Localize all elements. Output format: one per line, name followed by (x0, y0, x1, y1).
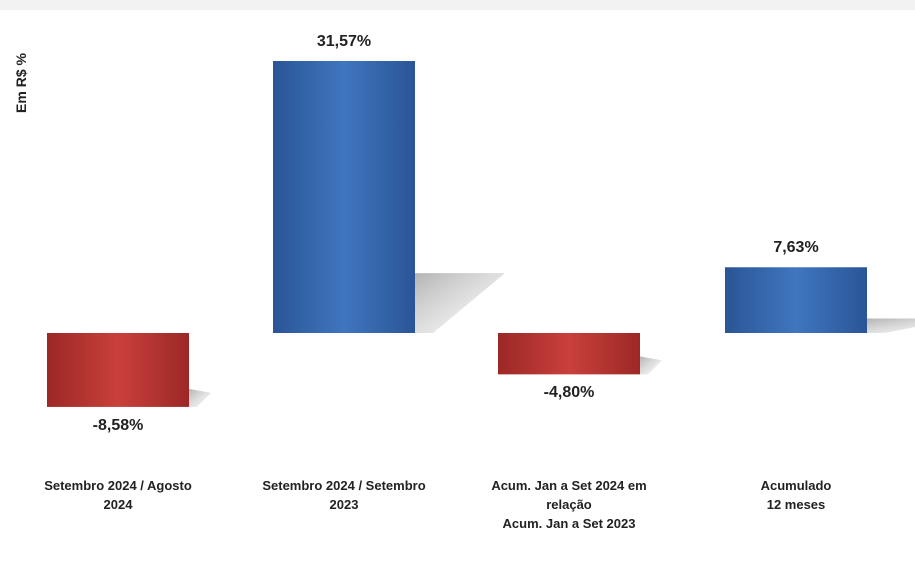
bar-4 (725, 267, 867, 333)
data-label-3: -4,80% (543, 384, 595, 402)
category-label-1: Setembro 2024 / Agosto 2024 (44, 478, 192, 512)
bar-2 (273, 61, 415, 333)
data-label-2: 31,57% (316, 33, 372, 50)
category-label-3: Acum. Jan a Set 2024 em relação Acum. Ja… (491, 478, 647, 531)
bar-shadow (189, 388, 211, 407)
bar-3 (498, 333, 640, 375)
bar-1 (47, 333, 189, 407)
bar-shadow (867, 318, 915, 333)
data-label-1: -8,58% (92, 416, 144, 434)
top-band (0, 0, 915, 10)
bar-shadow (640, 356, 662, 375)
bar-shadow (415, 273, 505, 333)
category-label-4: Acumulado 12 meses (760, 478, 832, 512)
data-label-4: 7,63% (773, 239, 819, 257)
category-label-2: Setembro 2024 / Setembro 2023 (262, 478, 426, 512)
